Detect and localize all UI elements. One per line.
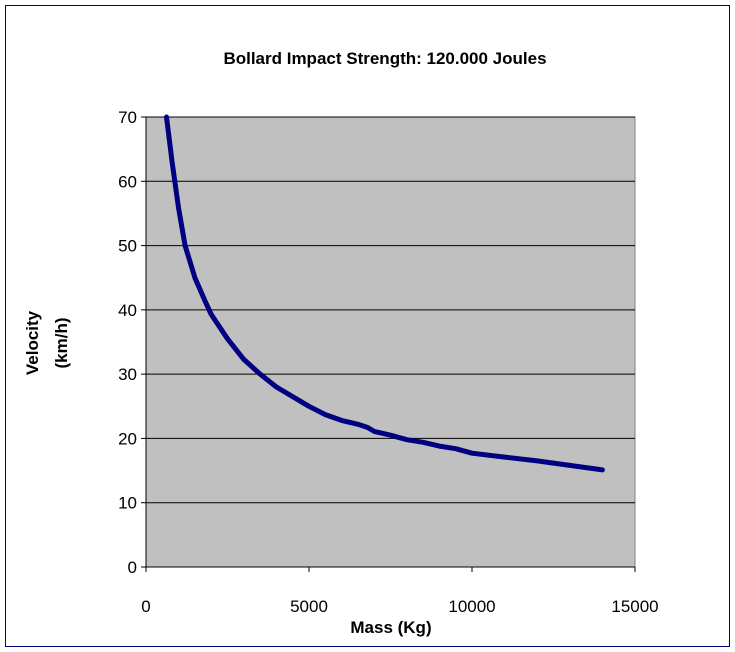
- x-tick-label: 10000: [448, 597, 495, 616]
- y-tick-label: 60: [118, 172, 137, 191]
- x-tick-label: 15000: [611, 597, 658, 616]
- x-tick-label: 0: [141, 597, 150, 616]
- y-axis-title-line2: (km/h): [52, 318, 71, 369]
- y-tick-label: 10: [118, 494, 137, 513]
- x-tick-label: 5000: [290, 597, 328, 616]
- chart-title: Bollard Impact Strength: 120.000 Joules: [223, 49, 546, 68]
- y-tick-label: 40: [118, 301, 137, 320]
- plot-area: 0 10 20 30 40 50 60 70 0 5000 10000 15000: [118, 108, 659, 616]
- plot-background: [145, 116, 636, 568]
- y-tick-label: 50: [118, 237, 137, 256]
- y-tick-label: 0: [128, 558, 137, 577]
- y-tick-label: 20: [118, 429, 137, 448]
- y-axis-title-line1: Velocity: [23, 310, 42, 375]
- x-axis-title: Mass (Kg): [350, 618, 431, 637]
- y-tick-label: 30: [118, 365, 137, 384]
- y-tick-label: 70: [118, 108, 137, 127]
- series-line: [164, 114, 605, 473]
